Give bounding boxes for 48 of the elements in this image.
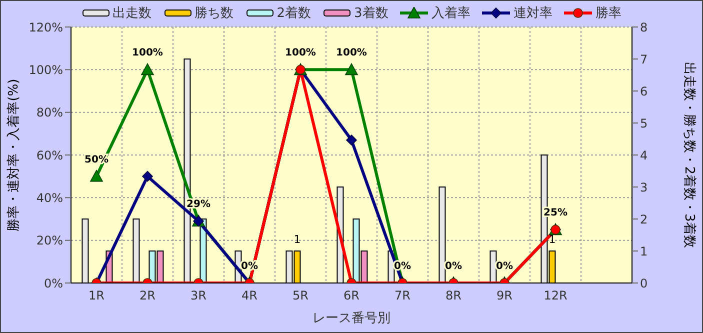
legend-label: 入着率 bbox=[431, 5, 470, 22]
y2-axis-title: 出走数・勝ち数・2着数・3着数 bbox=[681, 62, 698, 248]
y2-tick-label: 6 bbox=[640, 84, 648, 98]
data-label: 1 bbox=[548, 233, 556, 246]
legend-label: 勝ち数 bbox=[194, 5, 234, 22]
y-tick-label: 120% bbox=[28, 20, 63, 34]
y2-tick-label: 3 bbox=[640, 180, 648, 194]
x-tick-label: 9R bbox=[496, 288, 512, 303]
x-tick-label: 8R bbox=[446, 288, 462, 303]
x-tick-label: 6R bbox=[344, 288, 360, 303]
y-axis-title: 勝率・連対率・入着率(%) bbox=[6, 78, 22, 232]
point bbox=[346, 134, 357, 146]
point bbox=[90, 170, 103, 182]
y2-tick-label: 1 bbox=[640, 244, 648, 258]
x-tick-label: 1R bbox=[88, 288, 104, 303]
y2-tick-label: 2 bbox=[640, 212, 648, 226]
y-tick-label: 100% bbox=[28, 62, 63, 77]
legend-label: 連対率 bbox=[513, 5, 552, 22]
y-tick-label: 40% bbox=[36, 190, 63, 205]
data-label: 100% bbox=[132, 48, 163, 59]
y2-tick-label: 5 bbox=[640, 116, 648, 130]
data-label: 0% bbox=[445, 261, 462, 272]
legend-label: 出走数 bbox=[112, 5, 152, 22]
x-tick-label: 5R bbox=[292, 288, 308, 303]
x-tick-label: 2R bbox=[140, 288, 156, 303]
x-tick-label: 3R bbox=[190, 288, 206, 303]
point bbox=[345, 63, 358, 76]
y2-tick-label: 8 bbox=[640, 20, 648, 34]
x-tick-label: 4R bbox=[242, 288, 258, 303]
legend-label: 2着数 bbox=[276, 5, 311, 22]
y-tick-label: 20% bbox=[36, 234, 63, 248]
data-label: 100% bbox=[285, 48, 316, 59]
y2-tick-label: 7 bbox=[640, 52, 648, 66]
data-label: 100% bbox=[336, 48, 367, 59]
data-label: 0% bbox=[496, 261, 513, 272]
y2-tick-label: 0 bbox=[640, 276, 648, 290]
legend-label: 勝率 bbox=[595, 5, 622, 22]
point bbox=[141, 63, 154, 76]
y-tick-label: 0% bbox=[44, 276, 63, 290]
legend-label: 3着数 bbox=[354, 5, 388, 22]
x-axis-title: レース番号別 bbox=[312, 311, 390, 326]
x-tick-label: 7R bbox=[394, 288, 410, 303]
y-tick-label: 60% bbox=[36, 148, 63, 162]
y2-tick-label: 4 bbox=[640, 148, 648, 162]
x-tick-label: 12R bbox=[544, 288, 568, 303]
data-label: 1 bbox=[294, 233, 301, 246]
point bbox=[142, 170, 153, 182]
y-tick-label: 80% bbox=[36, 106, 63, 120]
